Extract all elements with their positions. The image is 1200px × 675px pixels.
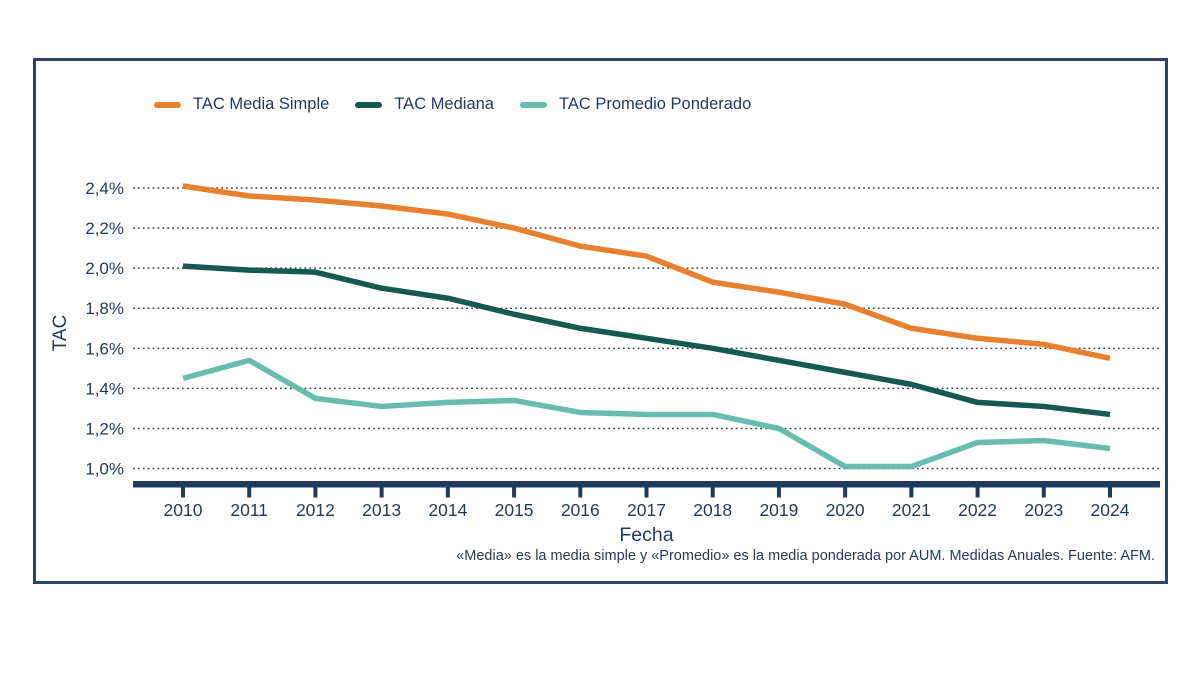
x-axis-tick — [843, 487, 848, 498]
chart-footnote: «Media» es la media simple y «Promedio» … — [456, 548, 1155, 564]
x-axis-tick — [313, 487, 318, 498]
x-axis-tick — [181, 487, 185, 498]
line-chart-plot: 2,4% 2,2% 2,0% 1,8% 1,6% 1,4% 1,2% 1,0% 2010 2011… — [85, 179, 1160, 546]
legend-dash-mediana-icon — [355, 101, 383, 108]
x-tick-label: 2019 — [759, 500, 798, 520]
x-axis-tick — [909, 487, 914, 498]
legend-label-media-simple: TAC Media Simple — [193, 95, 330, 113]
x-tick-label: 2017 — [627, 500, 666, 520]
x-tick-label: 2011 — [230, 500, 268, 520]
x-tick-label: 2024 — [1091, 500, 1130, 520]
x-tick-label: 2010 — [164, 500, 203, 520]
y-tick-label: 2,4% — [85, 179, 124, 198]
x-axis-tick — [578, 487, 583, 498]
legend-item-promedio-ponderado: TAC Promedio Ponderado — [519, 95, 752, 114]
x-axis-tick — [644, 487, 649, 498]
x-axis-title-text: Fecha — [619, 524, 673, 546]
x-axis-tick — [1041, 487, 1046, 498]
y-tick-label: 2,2% — [85, 219, 124, 238]
y-tick-label: 1,6% — [85, 339, 124, 358]
x-axis-line — [133, 481, 1160, 488]
y-tick-label: 1,4% — [85, 379, 124, 398]
x-tick-label: 2015 — [495, 500, 534, 520]
y-tick-label: 2,0% — [85, 259, 124, 278]
legend-item-mediana: TAC Mediana — [355, 95, 494, 114]
x-tick-label: 2012 — [296, 500, 335, 520]
x-tick-label: 2021 — [892, 500, 931, 520]
x-axis-tick — [379, 487, 384, 498]
legend-dash-media-simple-icon — [154, 101, 181, 108]
y-axis-title: TAC — [50, 314, 71, 352]
x-tick-label: 2018 — [693, 500, 732, 520]
x-axis-tick — [445, 487, 450, 498]
legend-dash-promedio-ponderado-icon — [519, 101, 547, 108]
y-tick-label: 1,2% — [85, 419, 124, 438]
legend-label-promedio-ponderado: TAC Promedio Ponderado — [558, 95, 752, 113]
x-axis-tick — [710, 487, 715, 498]
x-tick-label: 2020 — [826, 500, 865, 520]
chart-container: 2,4% 2,2% 2,0% 1,8% 1,6% 1,4% 1,2% 1,0% 2010 2011… — [33, 58, 1168, 584]
y-tick-label: 1,8% — [85, 299, 124, 318]
legend-label-mediana: TAC Mediana — [394, 95, 494, 113]
chart-series-tac-media-simple — [182, 183, 1111, 362]
x-axis-tick — [975, 487, 980, 498]
x-axis-tick — [247, 487, 252, 498]
y-tick-label: 1,0% — [85, 460, 124, 479]
x-tick-label: 2022 — [958, 500, 997, 520]
x-axis-tick — [1108, 487, 1112, 498]
x-tick-label: 2016 — [561, 500, 600, 520]
x-tick-label: 2014 — [428, 500, 467, 520]
chart-series-tac-promedio-ponderado — [182, 357, 1111, 470]
legend-item-media-simple: TAC Media Simple — [154, 95, 329, 114]
x-tick-label: 2013 — [362, 500, 401, 520]
chart-series-tac-mediana — [182, 263, 1111, 418]
chart-legend: TAC Media Simple TAC Mediana TAC Promedi… — [154, 95, 777, 114]
x-tick-label: 2023 — [1024, 500, 1063, 520]
x-axis-tick — [512, 487, 517, 498]
x-axis-tick — [776, 487, 781, 498]
